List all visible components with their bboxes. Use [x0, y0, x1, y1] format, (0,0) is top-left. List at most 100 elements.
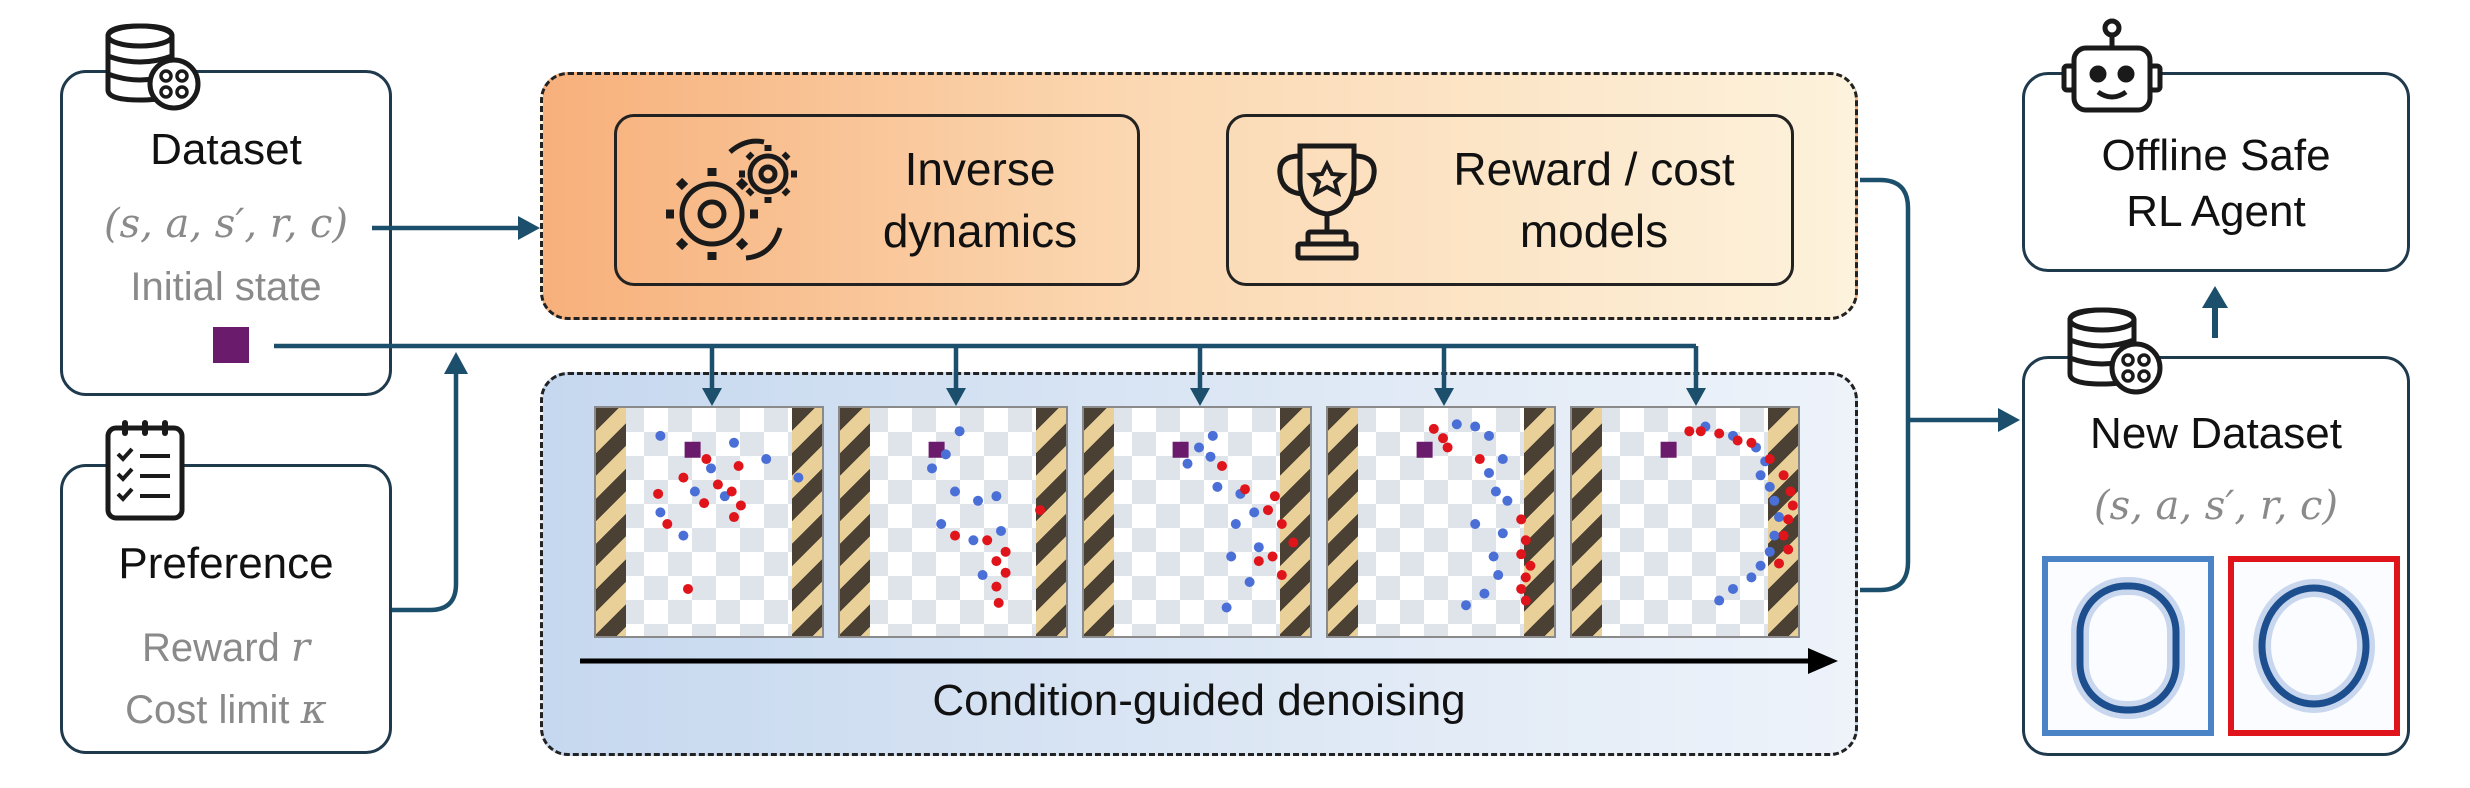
- blue-point: [1182, 458, 1193, 469]
- red-point: [662, 519, 673, 529]
- red-point: [1520, 535, 1531, 546]
- red-point: [1217, 461, 1227, 471]
- blue-point: [1769, 495, 1780, 506]
- blue-point: [936, 519, 947, 529]
- initial-state-label: Initial state: [130, 265, 322, 309]
- blue-point: [968, 535, 979, 546]
- red-point: [1516, 514, 1527, 525]
- red-point: [1442, 442, 1453, 453]
- trajectory-points: [653, 430, 804, 594]
- initial-state-marker: [1172, 441, 1189, 458]
- database-icon: [2067, 307, 2163, 395]
- red-point: [735, 500, 746, 511]
- blue-point: [1769, 530, 1780, 541]
- blue-point: [991, 491, 1002, 502]
- agent-line2: RL Agent: [2126, 187, 2306, 236]
- reward-cost-line1: Reward / cost: [1453, 143, 1735, 195]
- blue-point: [1470, 519, 1481, 529]
- initial-state-marker: [928, 441, 945, 458]
- red-point: [1438, 433, 1448, 444]
- red-point: [712, 479, 723, 490]
- red-point: [1000, 567, 1011, 578]
- red-point: [1525, 560, 1536, 571]
- blue-point: [1764, 481, 1775, 492]
- red-point: [1714, 428, 1725, 439]
- denoising-label: Condition-guided denoising: [932, 676, 1466, 725]
- reward-cost-line2: models: [1519, 205, 1669, 257]
- red-point: [1000, 546, 1011, 557]
- red-point: [678, 472, 689, 483]
- blue-point: [1451, 419, 1462, 430]
- red-point: [1474, 454, 1485, 465]
- blue-point: [1253, 542, 1264, 553]
- blue-point: [706, 463, 716, 474]
- new-dataset-tuple: (s, a, s′, r, c): [2093, 483, 2339, 529]
- red-point: [1732, 435, 1743, 446]
- blue-point: [793, 472, 804, 483]
- red-point: [1276, 519, 1287, 529]
- blue-point: [1714, 595, 1725, 606]
- denoising-arrow: [580, 648, 1838, 674]
- red-point: [726, 486, 737, 497]
- red-point: [1035, 505, 1046, 516]
- hazard-wall-left: [1328, 408, 1358, 636]
- red-point: [993, 597, 1004, 608]
- dataset-box: Dataset (s, a, s′, r, c) Initial state: [60, 70, 392, 396]
- blue-point: [1194, 442, 1204, 453]
- arrow-up-icon: [2202, 286, 2228, 338]
- blue-point: [1755, 560, 1766, 571]
- blue-point: [1205, 451, 1216, 462]
- red-point: [1783, 544, 1794, 555]
- preference-title: Preference: [118, 539, 334, 588]
- blue-point: [1249, 507, 1260, 518]
- red-point: [683, 583, 693, 594]
- blue-point: [1470, 421, 1481, 432]
- initial-state-marker: [213, 327, 249, 363]
- blue-point: [1226, 551, 1237, 562]
- hazard-wall-left: [1572, 408, 1602, 636]
- blue-point: [1207, 430, 1218, 441]
- red-point: [1288, 537, 1299, 548]
- hazard-wall-left: [596, 408, 626, 636]
- blue-point: [1244, 577, 1255, 587]
- red-point: [1778, 530, 1789, 541]
- blue-point: [1746, 572, 1757, 583]
- red-trajectory-thumbnail: [2228, 556, 2400, 736]
- trajectory-points: [1172, 430, 1299, 613]
- initial-state-marker: [684, 441, 701, 458]
- red-point: [1267, 551, 1278, 562]
- red-point: [1269, 491, 1280, 502]
- trajectory-points: [1660, 421, 1798, 606]
- red-point: [1516, 549, 1527, 560]
- database-icon: [105, 23, 201, 111]
- initial-state-marker: [1416, 441, 1433, 458]
- blue-point: [1755, 470, 1766, 481]
- red-point: [1778, 470, 1789, 481]
- blue-point: [655, 430, 666, 441]
- blue-point: [927, 463, 937, 474]
- blue-point: [729, 437, 739, 448]
- blue-point: [689, 486, 700, 497]
- red-point: [991, 581, 1002, 592]
- red-point: [729, 512, 739, 523]
- blue-point: [678, 530, 689, 541]
- inverse-dynamics-line1: Inverse: [904, 143, 1056, 195]
- robot-icon: [2061, 18, 2163, 113]
- red-point: [950, 530, 960, 541]
- dataset-tuple: (s, a, s′, r, c): [103, 201, 349, 247]
- red-point: [1684, 426, 1695, 437]
- hazard-wall-left: [1084, 408, 1114, 636]
- reward-cost-label: Reward / cost models: [1404, 138, 1784, 262]
- reward-line: Reward r: [63, 625, 389, 671]
- blue-point: [1728, 583, 1738, 594]
- red-point: [1240, 484, 1250, 495]
- dataset-title: Dataset: [150, 125, 302, 174]
- blue-point: [954, 426, 965, 437]
- trophy-icon: [1277, 143, 1377, 261]
- blue-point: [940, 449, 951, 460]
- blue-point: [1493, 570, 1504, 581]
- blue-point: [1212, 481, 1223, 492]
- red-trajectory-ring: [2253, 579, 2375, 713]
- red-point: [1774, 558, 1784, 569]
